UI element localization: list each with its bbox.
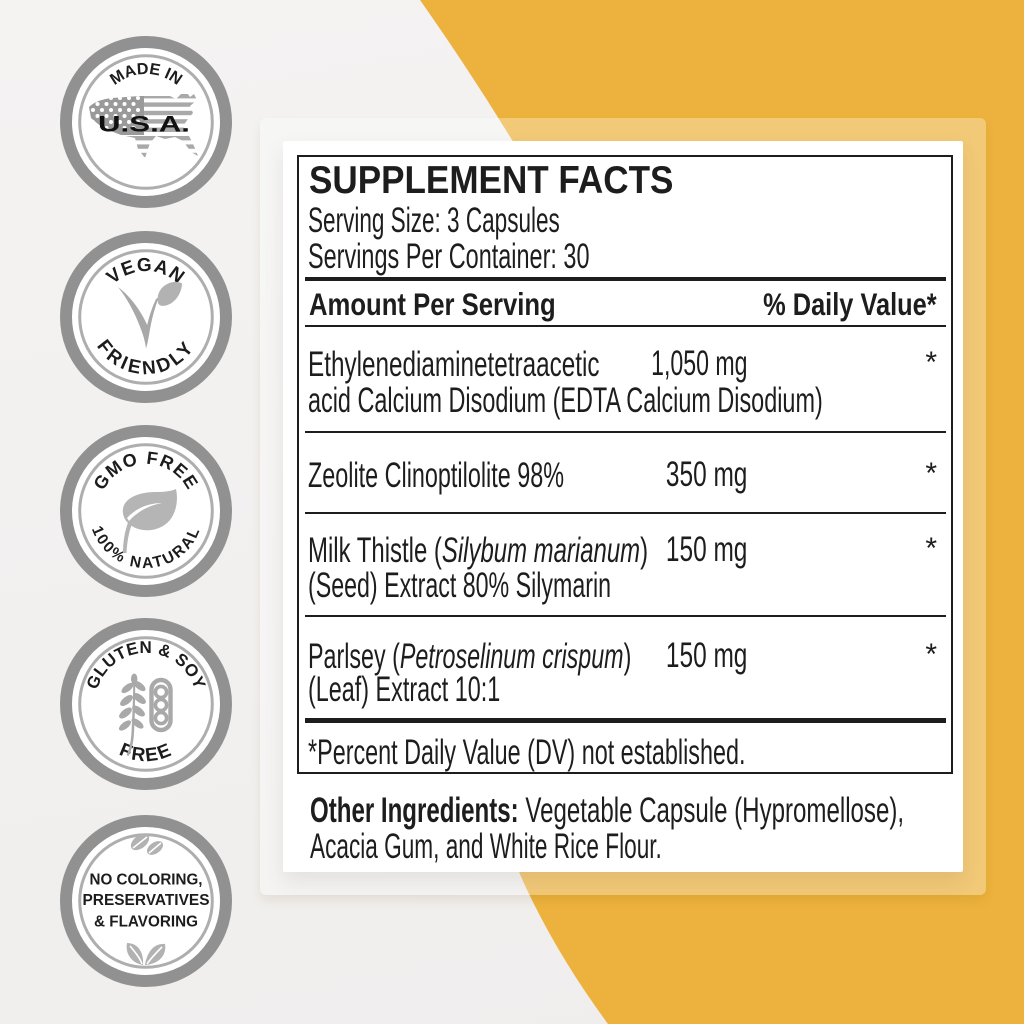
- svg-text:NO COLORING,: NO COLORING,: [90, 871, 203, 888]
- svg-text:U.S.A.: U.S.A.: [98, 112, 190, 137]
- svg-text:PRESERVATIVES: PRESERVATIVES: [83, 892, 210, 909]
- svg-text:& FLAVORING: & FLAVORING: [94, 913, 198, 930]
